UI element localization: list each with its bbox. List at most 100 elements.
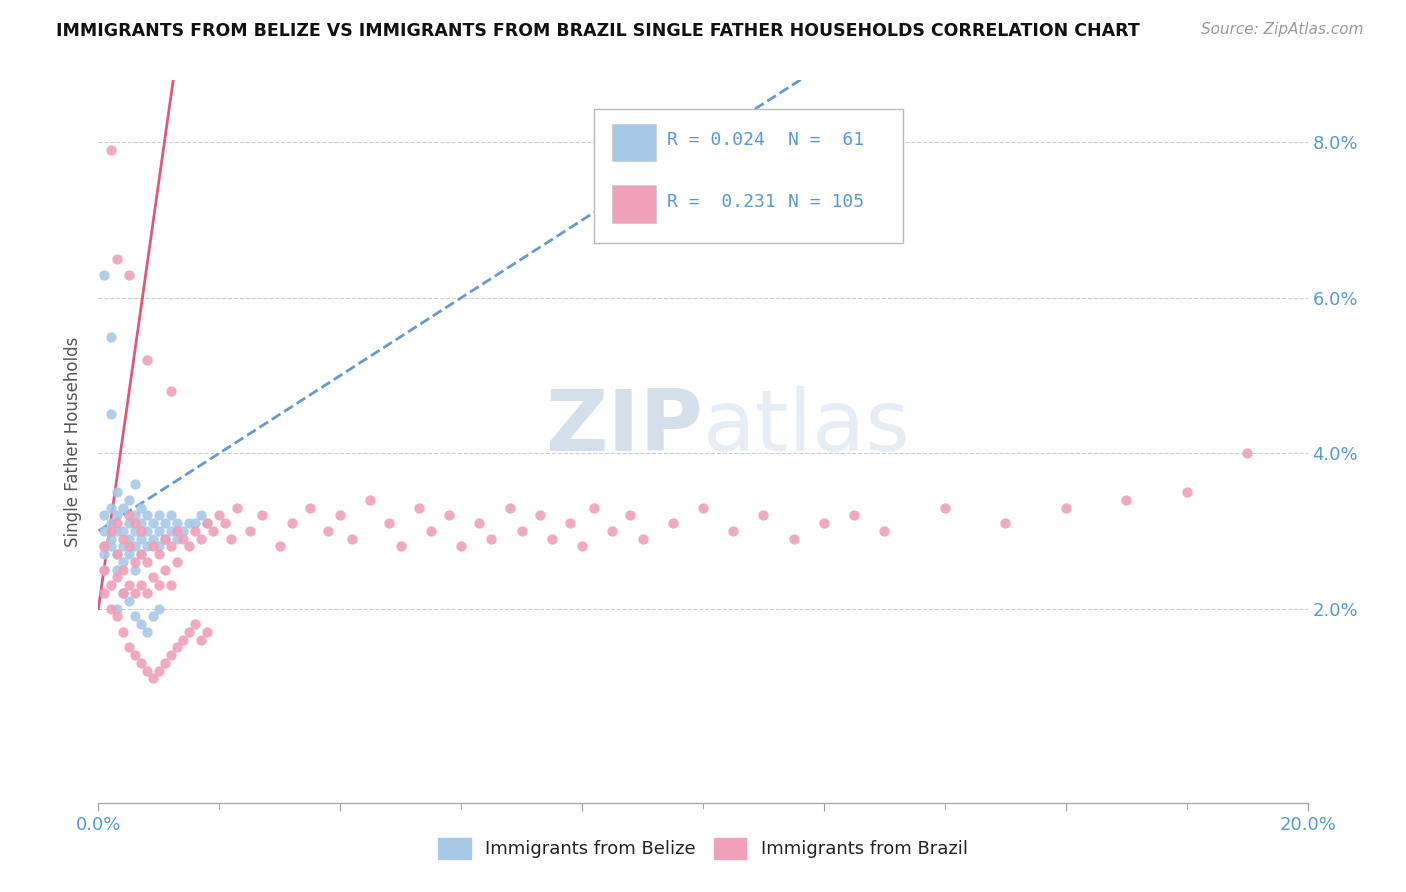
Point <box>142 532 165 546</box>
Point <box>783 532 806 546</box>
Point <box>160 648 183 663</box>
Point <box>100 601 122 615</box>
Point <box>118 594 141 608</box>
Y-axis label: Single Father Households: Single Father Households <box>65 336 83 547</box>
Point <box>1236 446 1258 460</box>
Point <box>160 384 183 398</box>
Point <box>153 563 176 577</box>
Point <box>723 524 745 538</box>
Point <box>124 586 146 600</box>
Point <box>124 555 146 569</box>
Point <box>100 408 122 422</box>
Point <box>100 143 122 157</box>
Point <box>873 524 896 538</box>
Point <box>179 516 201 530</box>
Point <box>377 516 399 530</box>
Point <box>93 540 115 554</box>
Point <box>190 532 212 546</box>
Point <box>135 586 157 600</box>
Point <box>118 578 141 592</box>
Point <box>118 268 141 282</box>
Point <box>118 640 141 655</box>
Point <box>142 540 165 554</box>
Point <box>129 500 152 515</box>
Point <box>250 508 273 523</box>
Point <box>118 516 141 530</box>
Text: IMMIGRANTS FROM BELIZE VS IMMIGRANTS FROM BRAZIL SINGLE FATHER HOUSEHOLDS CORREL: IMMIGRANTS FROM BELIZE VS IMMIGRANTS FRO… <box>56 22 1140 40</box>
FancyBboxPatch shape <box>613 185 655 223</box>
Point <box>160 508 183 523</box>
Point <box>135 540 157 554</box>
Point <box>100 578 122 592</box>
Point <box>281 516 304 530</box>
FancyBboxPatch shape <box>613 124 655 161</box>
Point <box>190 508 212 523</box>
Point <box>142 570 165 584</box>
Point <box>408 500 430 515</box>
Point <box>481 532 503 546</box>
Point <box>105 485 128 500</box>
Point <box>93 547 115 561</box>
Point <box>498 500 520 515</box>
Point <box>342 532 364 546</box>
Point <box>510 524 533 538</box>
Point <box>111 524 134 538</box>
Point <box>619 508 641 523</box>
Point <box>111 586 134 600</box>
Point <box>934 500 956 515</box>
Point <box>105 252 128 266</box>
Point <box>661 516 683 530</box>
Point <box>1175 485 1198 500</box>
Point <box>105 516 128 530</box>
Point <box>100 329 122 343</box>
Point <box>316 524 339 538</box>
FancyBboxPatch shape <box>595 109 903 243</box>
Point <box>214 516 236 530</box>
Point <box>160 524 183 538</box>
Point <box>129 617 152 632</box>
Point <box>124 516 146 530</box>
Point <box>571 540 593 554</box>
Point <box>172 524 194 538</box>
Point <box>124 477 146 491</box>
Point <box>179 540 201 554</box>
Point <box>160 578 183 592</box>
Point <box>450 540 472 554</box>
Point <box>329 508 352 523</box>
Point <box>93 563 115 577</box>
Point <box>813 516 835 530</box>
Point <box>360 492 382 507</box>
Point <box>111 624 134 639</box>
Point <box>195 516 218 530</box>
Point <box>124 540 146 554</box>
Point <box>226 500 249 515</box>
Point <box>135 624 157 639</box>
Point <box>195 624 218 639</box>
Point <box>148 508 170 523</box>
Point <box>105 508 128 523</box>
Point <box>93 563 115 577</box>
Point <box>208 508 231 523</box>
Point <box>124 648 146 663</box>
Point <box>129 656 152 670</box>
Text: R = 0.024: R = 0.024 <box>666 131 765 149</box>
Point <box>135 353 157 368</box>
Point <box>142 609 165 624</box>
Point <box>105 563 128 577</box>
Point <box>602 524 624 538</box>
Point <box>142 516 165 530</box>
Point <box>631 532 654 546</box>
Point <box>468 516 491 530</box>
Point <box>100 540 122 554</box>
Point <box>93 540 115 554</box>
Point <box>118 508 141 523</box>
Point <box>389 540 412 554</box>
Point <box>100 516 122 530</box>
Point <box>166 524 188 538</box>
Point <box>1115 492 1137 507</box>
Point <box>166 516 188 530</box>
Point <box>135 524 157 538</box>
Point <box>93 586 115 600</box>
Point <box>148 601 170 615</box>
Point <box>202 524 225 538</box>
